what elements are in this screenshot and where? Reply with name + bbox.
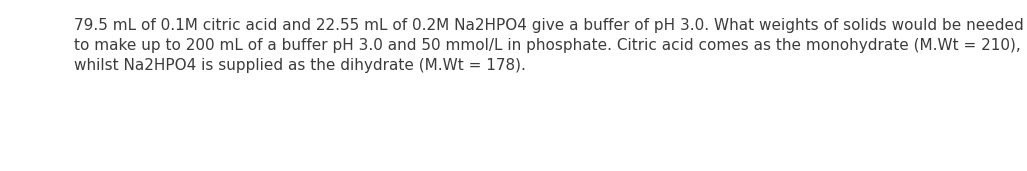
Text: whilst Na2HPO4 is supplied as the dihydrate (M.Wt = 178).: whilst Na2HPO4 is supplied as the dihydr… bbox=[74, 58, 526, 73]
Text: 79.5 mL of 0.1M citric acid and 22.55 mL of 0.2M Na2HPO4 give a buffer of pH 3.0: 79.5 mL of 0.1M citric acid and 22.55 mL… bbox=[74, 18, 1024, 33]
Text: to make up to 200 mL of a buffer pH 3.0 and 50 mmol/L in phosphate. Citric acid : to make up to 200 mL of a buffer pH 3.0 … bbox=[74, 38, 1021, 53]
